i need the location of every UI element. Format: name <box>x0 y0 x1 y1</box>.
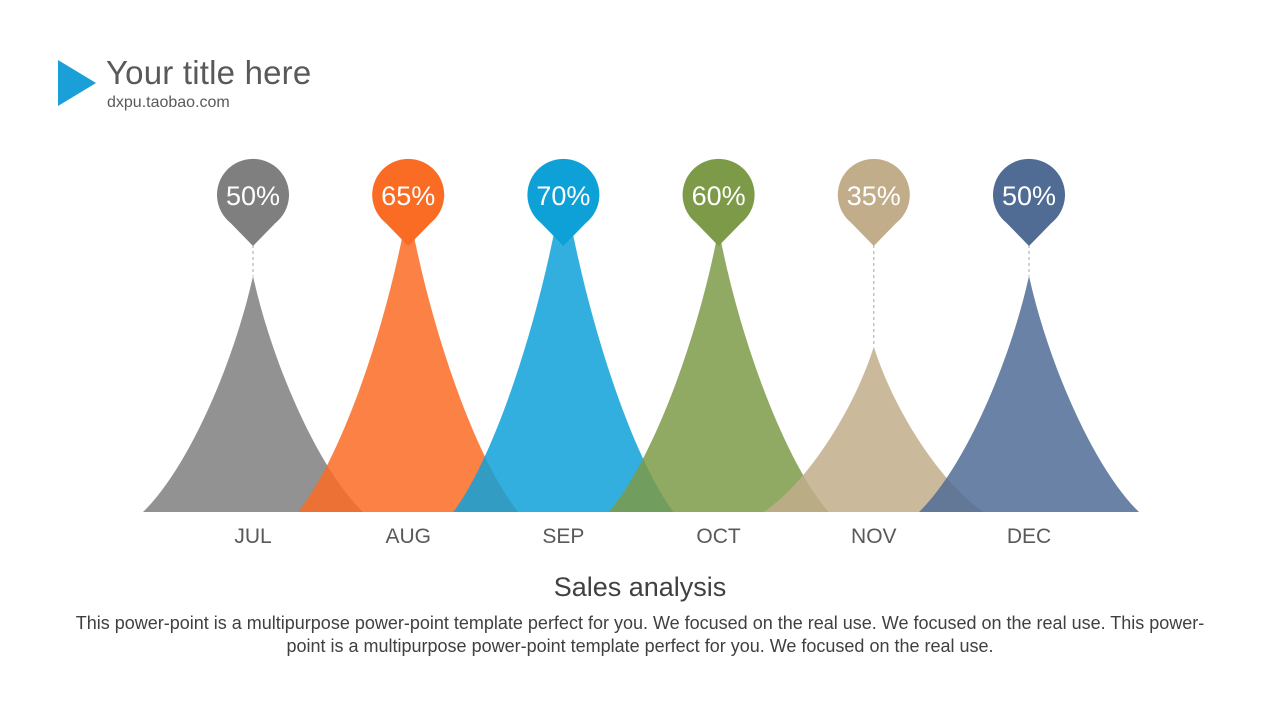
data-label-sep: 70% <box>536 181 590 211</box>
category-label-nov: NOV <box>851 525 897 548</box>
pin-marker-oct <box>682 158 755 246</box>
peak-oct <box>608 228 829 513</box>
play-triangle-icon <box>58 60 96 106</box>
pin-marker-aug <box>372 158 445 246</box>
peak-nov <box>763 346 984 512</box>
category-label-dec: DEC <box>1007 525 1051 548</box>
data-label-oct: 60% <box>692 181 746 211</box>
leader-lines <box>252 181 1030 347</box>
description-text: This power-point is a multipurpose power… <box>75 613 1205 656</box>
slide-header: Your title here dxpu.taobao.com <box>58 54 458 116</box>
pin-marker-dec <box>993 158 1065 246</box>
category-axis-labels: JUL AUG SEP OCT NOV DEC <box>234 525 1051 548</box>
data-label-jul: 50% <box>226 181 280 211</box>
peak-series <box>143 181 1139 513</box>
pin-marker-nov <box>837 158 910 246</box>
category-label-jul: JUL <box>234 525 271 548</box>
data-label-dec: 50% <box>1002 181 1056 211</box>
peak-jul <box>143 276 363 512</box>
category-label-sep: SEP <box>542 525 584 548</box>
data-label-aug: 65% <box>381 181 435 211</box>
category-label-oct: OCT <box>696 525 741 548</box>
page-title: Your title here <box>106 54 312 91</box>
category-label-aug: AUG <box>385 525 431 548</box>
data-label-nov: 35% <box>847 181 901 211</box>
page-subtitle: dxpu.taobao.com <box>107 94 230 111</box>
pin-marker-sep <box>527 158 600 246</box>
pin-marker-jul <box>217 158 289 246</box>
peak-dec <box>919 276 1139 512</box>
peak-aug <box>298 205 519 512</box>
chart-title: Sales analysis <box>553 572 727 602</box>
value-pins: 50% 65% 70% 60% 35% 50% <box>217 158 1065 246</box>
peak-sep <box>453 181 674 512</box>
